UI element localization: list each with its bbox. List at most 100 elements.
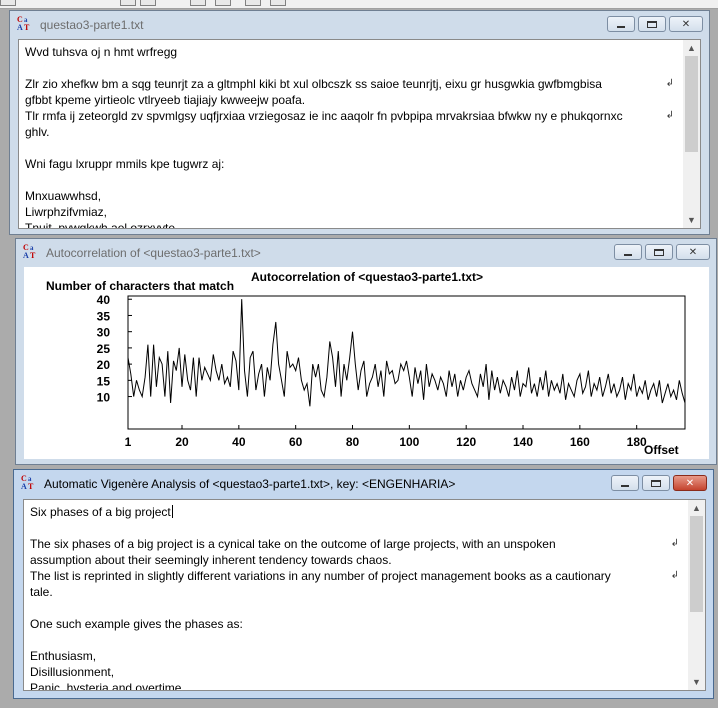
maximize-button[interactable] (645, 244, 673, 260)
text-line: Six phases of a big project (30, 505, 173, 519)
chart-area: Autocorrelation of <questao3-parte1.txt>… (24, 267, 709, 459)
scroll-up-icon[interactable]: ▲ (692, 503, 701, 513)
text-line: Tnuit, pvwgkwh ael ozrxvyte (25, 221, 176, 229)
text-line: tale. (30, 585, 53, 599)
text-line (25, 140, 678, 156)
x-tick-label: 40 (232, 435, 246, 449)
minimize-icon (617, 26, 625, 28)
x-tick-label: 120 (456, 435, 476, 449)
toolbar-button[interactable] (215, 0, 231, 6)
text-line: Tlr rmfa ij zeteorgld zv spvmlgsy uqfjrx… (25, 109, 623, 123)
minimize-button[interactable] (611, 475, 639, 491)
maximize-icon (647, 20, 657, 28)
x-tick-label: 100 (399, 435, 419, 449)
text-line (25, 172, 678, 188)
scroll-thumb[interactable] (685, 56, 698, 152)
close-icon: ✕ (688, 246, 698, 258)
text-line: gfbbt kpeme yirtieolc vtlryeeb tiajiajy … (25, 93, 306, 107)
text-line: ghlv. (25, 125, 50, 139)
chart-y-label: Number of characters that match (46, 279, 234, 293)
text-line: Enthusiasm, (30, 649, 97, 663)
toolbar-button[interactable] (140, 0, 156, 6)
x-tick-label: 160 (570, 435, 590, 449)
x-tick-label: 140 (513, 435, 533, 449)
text-line: Mnxuawwhsd, (25, 189, 102, 203)
y-tick-label: 30 (97, 326, 111, 340)
autocorrelation-chart: Autocorrelation of <questao3-parte1.txt>… (46, 270, 686, 457)
minimize-icon (624, 254, 632, 256)
plot-frame (127, 295, 686, 430)
text-line: Liwrphzifvmiaz, (25, 205, 108, 219)
main-toolbar (0, 0, 718, 9)
maximize-icon (651, 479, 661, 487)
chart-title: Autocorrelation of <questao3-parte1.txt> (251, 270, 483, 284)
y-tick-label: 25 (97, 342, 111, 356)
maximize-button[interactable] (642, 475, 670, 491)
scroll-thumb[interactable] (690, 516, 703, 612)
toolbar-button[interactable] (270, 0, 286, 6)
wrap-mark-icon: ↲ (665, 110, 674, 121)
window-title: questao3-parte1.txt (40, 18, 144, 32)
ciphertext-content: Wvd tuhsva oj n hmt wrfregg Zlr zio xhef… (25, 44, 678, 229)
wrap-mark-icon: ↲ (670, 570, 679, 581)
chart-x-label: Offset (644, 443, 679, 457)
text-line (30, 520, 683, 536)
scroll-up-icon[interactable]: ▲ (687, 43, 696, 53)
x-tick-label: 1 (125, 435, 132, 449)
close-icon: ✕ (681, 18, 691, 30)
text-line: Zlr zio xhefkw bm a sqg teunrjt za a glt… (25, 77, 602, 91)
y-tick-label: 10 (97, 391, 111, 405)
toolbar-button[interactable] (190, 0, 206, 6)
text-line: assumption about their seemingly inheren… (30, 553, 392, 567)
text-line: Wvd tuhsva oj n hmt wrfregg (25, 45, 178, 59)
window-title: Automatic Vigenère Analysis of <questao3… (44, 477, 456, 491)
window-title: Autocorrelation of <questao3-parte1.txt> (46, 246, 261, 260)
text-line: One such example gives the phases as: (30, 617, 243, 631)
scroll-down-icon[interactable]: ▼ (692, 677, 701, 687)
plaintext-textarea[interactable]: Six phases of a big project The six phas… (23, 499, 706, 691)
close-button[interactable]: ✕ (669, 16, 703, 32)
text-line: The list is reprinted in slightly differ… (30, 569, 611, 583)
wrap-mark-icon: ↲ (665, 78, 674, 89)
toolbar-button[interactable] (245, 0, 261, 6)
x-tick-label: 60 (289, 435, 303, 449)
ciphertext-textarea[interactable]: Wvd tuhsva oj n hmt wrfregg Zlr zio xhef… (18, 39, 701, 229)
y-tick-label: 35 (97, 309, 111, 323)
text-line (25, 60, 678, 76)
toolbar-button[interactable] (120, 0, 136, 6)
minimize-button[interactable] (607, 16, 635, 32)
toolbar-button[interactable] (0, 0, 16, 6)
text-line: Wni fagu lxruppr mmils kpe tugwrz aj: (25, 157, 225, 171)
x-tick-label: 180 (627, 435, 647, 449)
close-button[interactable]: ✕ (673, 475, 707, 491)
minimize-button[interactable] (614, 244, 642, 260)
x-tick-label: 20 (175, 435, 189, 449)
text-line: Disillusionment, (30, 665, 115, 679)
y-tick-label: 40 (97, 293, 111, 307)
text-line: The six phases of a big project is a cyn… (30, 537, 556, 551)
vertical-scrollbar[interactable]: ▲ ▼ (683, 40, 700, 228)
scroll-down-icon[interactable]: ▼ (687, 215, 696, 225)
text-line (30, 600, 683, 616)
y-tick-label: 15 (97, 374, 111, 388)
wrap-mark-icon: ↲ (670, 538, 679, 549)
text-line (30, 632, 683, 648)
close-button[interactable]: ✕ (676, 244, 710, 260)
maximize-button[interactable] (638, 16, 666, 32)
minimize-icon (621, 485, 629, 487)
close-icon: ✕ (685, 477, 695, 489)
maximize-icon (654, 248, 664, 256)
plaintext-content: Six phases of a big project The six phas… (30, 504, 683, 690)
x-tick-label: 80 (346, 435, 360, 449)
text-caret (171, 505, 173, 518)
vertical-scrollbar[interactable]: ▲ ▼ (688, 500, 705, 690)
